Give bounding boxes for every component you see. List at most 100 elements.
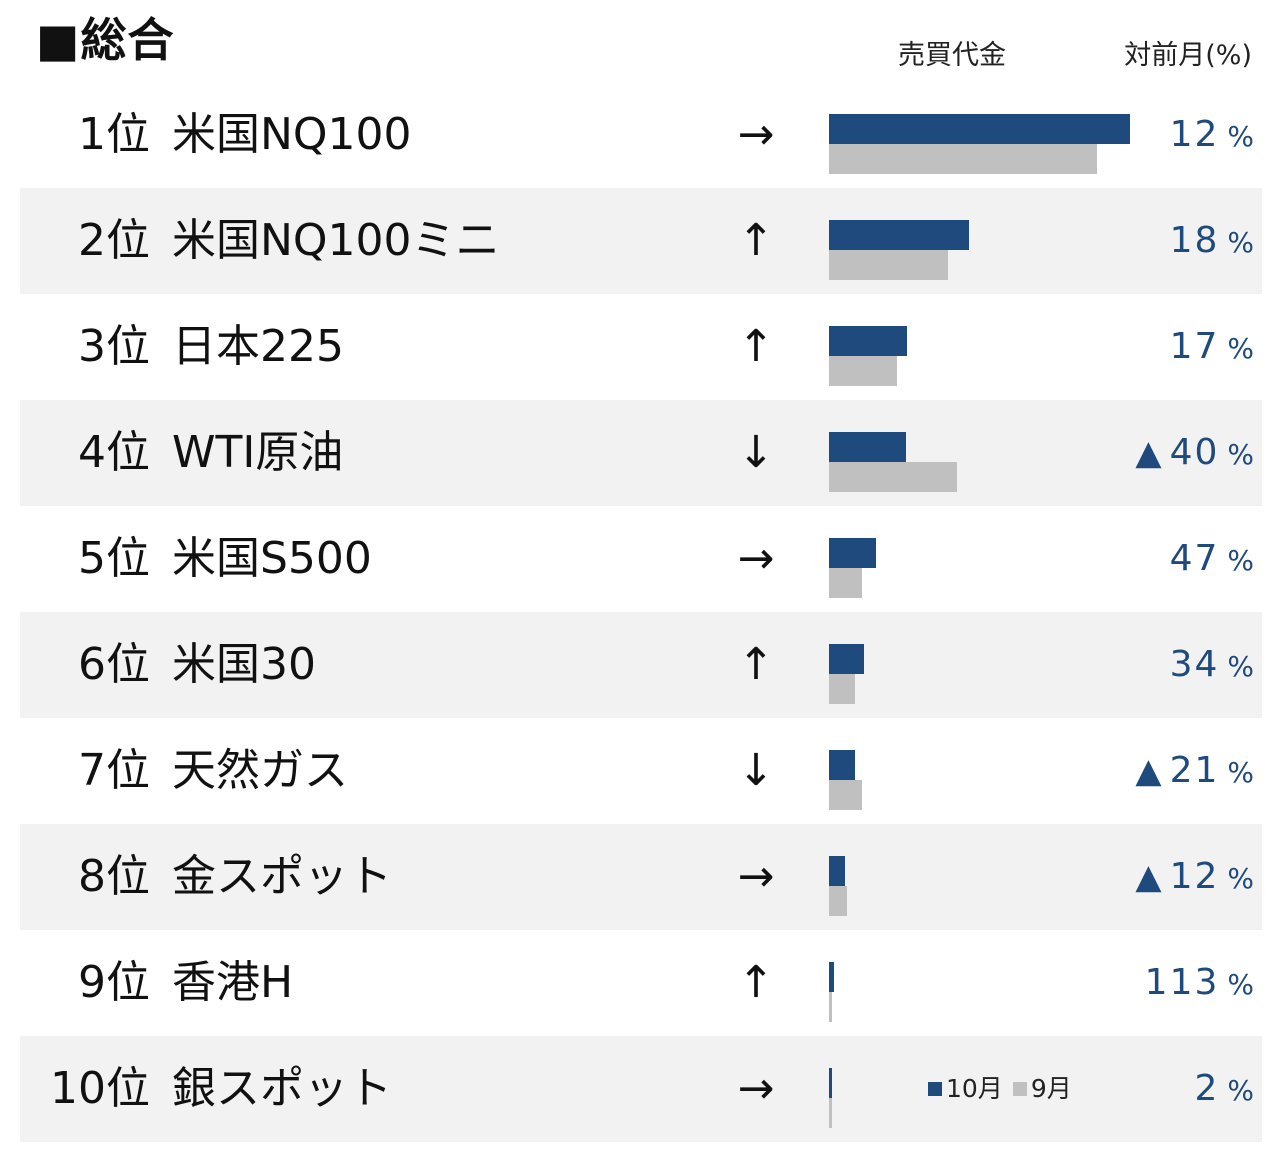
change-value: 2% [1194, 1036, 1254, 1144]
bar-current-month [829, 856, 845, 886]
bar-current-month [829, 220, 969, 250]
instrument-name: 米国S500 [172, 533, 372, 584]
bar-current-month [829, 962, 834, 992]
percent-unit: % [1227, 756, 1254, 789]
change-number: 12 [1169, 114, 1220, 155]
bar-current-month [829, 750, 855, 780]
rank-label: 9位 [78, 957, 150, 1008]
table-row: 6位 米国30 ↑ 34% [20, 612, 1262, 718]
rank-label: 5位 [78, 533, 150, 584]
bar-current-month [829, 432, 906, 462]
change-number: 47 [1169, 538, 1220, 579]
bar-current-month [829, 644, 864, 674]
change-number: 2 [1194, 1068, 1220, 1109]
table-row: 10位 銀スポット → 2% 10月 9月 [20, 1036, 1262, 1142]
table-row: 3位 日本225 ↑ 17% [20, 294, 1262, 400]
bar-previous-month [829, 462, 957, 492]
change-number: 17 [1169, 326, 1220, 367]
instrument-name: 香港H [172, 957, 294, 1008]
bar-previous-month [829, 144, 1097, 174]
trend-arrow: ↑ [737, 639, 775, 690]
table-row: 7位 天然ガス ↓ ▲ 21% [20, 718, 1262, 824]
rank-label: 6位 [78, 639, 150, 690]
percent-unit: % [1227, 650, 1254, 683]
change-value: 12% [1170, 82, 1254, 190]
change-value: 113% [1145, 930, 1254, 1038]
change-value: 47% [1170, 506, 1254, 614]
rank-label: 2位 [78, 215, 150, 266]
instrument-name: WTI原油 [172, 427, 344, 478]
bar-previous-month [829, 780, 862, 810]
decrease-marker: ▲ [1135, 751, 1162, 791]
rank-label: 4位 [78, 427, 150, 478]
change-number: 34 [1169, 644, 1220, 685]
table-row: 4位 WTI原油 ↓ ▲ 40% [20, 400, 1262, 506]
instrument-name: 銀スポット [172, 1063, 392, 1114]
table-row: 2位 米国NQ100ミニ ↑ 18% [20, 188, 1262, 294]
rank-label: 10位 [50, 1063, 150, 1114]
trend-arrow: → [737, 109, 775, 160]
instrument-name: 米国NQ100ミニ [172, 215, 500, 266]
bar-current-month [829, 114, 1130, 144]
decrease-marker: ▲ [1135, 857, 1162, 897]
instrument-name: 金スポット [172, 851, 392, 902]
bar-previous-month [829, 886, 847, 916]
trend-arrow: → [737, 851, 775, 902]
bar-previous-month [829, 568, 862, 598]
percent-unit: % [1227, 544, 1254, 577]
rank-label: 8位 [78, 851, 150, 902]
change-number: 12 [1169, 856, 1220, 897]
instrument-name: 日本225 [172, 321, 344, 372]
change-value: ▲ 21% [1135, 718, 1254, 826]
bar-current-month [829, 538, 877, 568]
trend-arrow: → [737, 1063, 775, 1114]
change-column-header: 対前月(%) [1124, 40, 1252, 71]
percent-unit: % [1227, 1074, 1254, 1107]
trend-arrow: ↓ [737, 427, 775, 478]
change-number: 113 [1144, 962, 1220, 1003]
table-row: 5位 米国S500 → 47% [20, 506, 1262, 612]
table-row: 8位 金スポット → ▲ 12% [20, 824, 1262, 930]
bar-previous-month [829, 356, 897, 386]
legend-swatch-current [928, 1082, 942, 1096]
decrease-marker: ▲ [1135, 433, 1162, 473]
change-value: 17% [1170, 294, 1254, 402]
change-value: 18% [1170, 188, 1254, 296]
change-number: 21 [1169, 750, 1220, 791]
page-title: ■総合 [36, 13, 175, 67]
change-number: 18 [1169, 220, 1220, 261]
bar-current-month [829, 326, 908, 356]
percent-unit: % [1227, 226, 1254, 259]
rank-label: 1位 [78, 109, 150, 160]
trend-arrow: ↓ [737, 745, 775, 796]
rank-label: 7位 [78, 745, 150, 796]
trend-arrow: ↑ [737, 957, 775, 1008]
chart-legend: 10月 9月 [928, 1036, 1072, 1142]
trend-arrow: → [737, 533, 775, 584]
change-value: 34% [1170, 612, 1254, 720]
change-value: ▲ 12% [1135, 824, 1254, 932]
bar-previous-month [829, 250, 948, 280]
volume-column-header: 売買代金 [898, 40, 1006, 71]
instrument-name: 天然ガス [172, 745, 348, 796]
percent-unit: % [1227, 438, 1254, 471]
table-row: 1位 米国NQ100 → 12% [20, 82, 1262, 188]
legend-label-previous: 9月 [1030, 1074, 1072, 1103]
trend-arrow: ↑ [737, 321, 775, 372]
legend-label-current: 10月 [946, 1074, 1003, 1103]
bar-previous-month [829, 1098, 832, 1128]
change-value: ▲ 40% [1135, 400, 1254, 508]
percent-unit: % [1227, 332, 1254, 365]
legend-swatch-previous [1012, 1082, 1027, 1096]
instrument-name: 米国30 [172, 639, 316, 690]
bar-previous-month [829, 992, 832, 1022]
table-row: 9位 香港H ↑ 113% [20, 930, 1262, 1036]
trend-arrow: ↑ [737, 215, 775, 266]
instrument-name: 米国NQ100 [172, 109, 412, 160]
percent-unit: % [1227, 862, 1254, 895]
percent-unit: % [1227, 120, 1254, 153]
percent-unit: % [1227, 968, 1254, 1001]
rank-label: 3位 [78, 321, 150, 372]
bar-previous-month [829, 674, 855, 704]
change-number: 40 [1169, 432, 1220, 473]
